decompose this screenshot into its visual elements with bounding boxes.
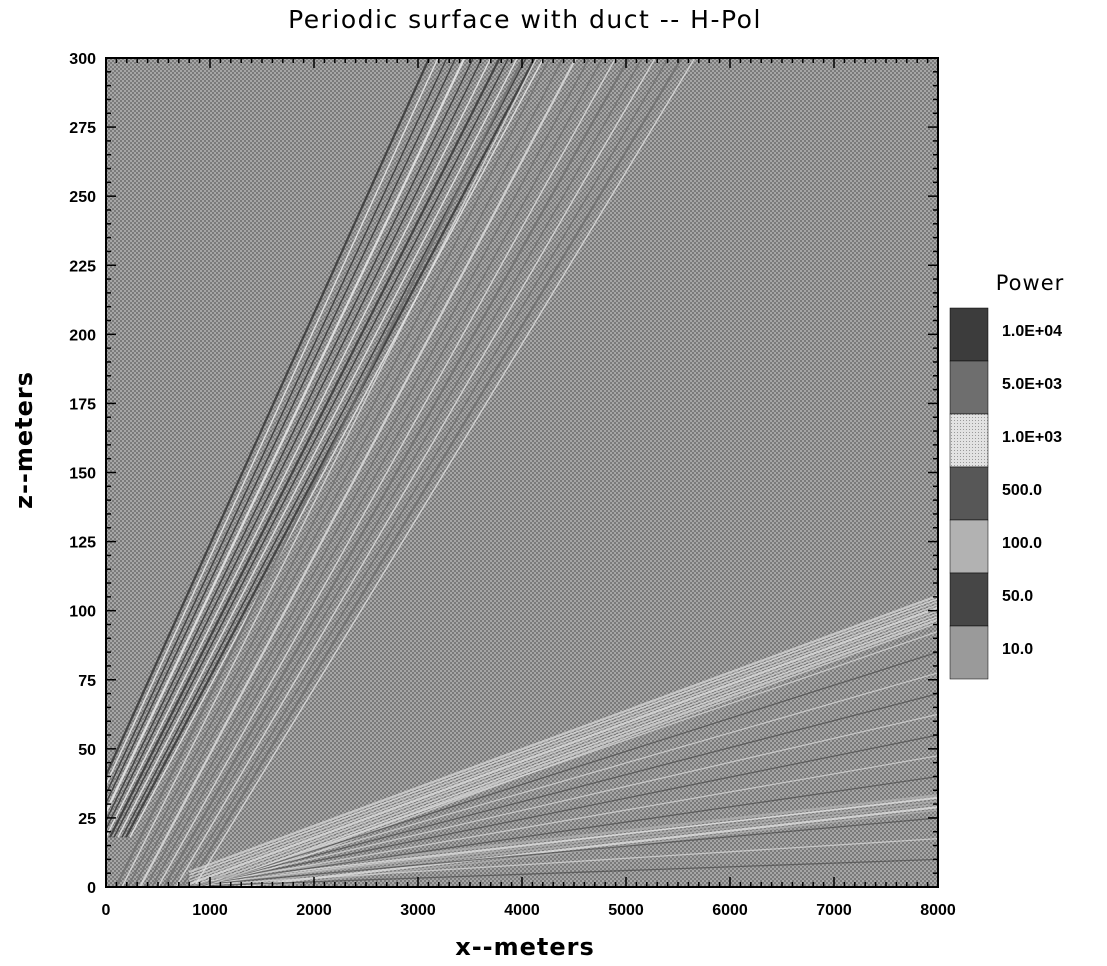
duct-ray — [202, 630, 938, 887]
colorbar-swatch — [949, 572, 989, 627]
direct-ray-band-streak — [129, 58, 545, 838]
colorbar-label: 1.0E+03 — [1002, 429, 1062, 446]
colorbar-swatch — [949, 466, 989, 521]
reflected-ray-band-streak — [187, 58, 683, 887]
duct-ray — [193, 692, 938, 887]
y-tick-label: 125 — [69, 535, 96, 552]
x-axis-title: x--meters — [455, 933, 595, 961]
colorbar-swatch — [949, 413, 989, 468]
y-tick-label: 25 — [78, 811, 96, 828]
duct-ray — [177, 796, 938, 887]
direct-ray-band-streak — [106, 58, 448, 796]
y-tick-label: 200 — [69, 327, 96, 344]
duct-trapped-band-streak — [188, 610, 938, 887]
surface-duct-layer-streak — [209, 800, 938, 885]
colorbar-label: 10.0 — [1002, 641, 1033, 658]
duct-ray — [190, 713, 938, 887]
reflected-ray-band-streak — [127, 58, 551, 887]
surface-duct-layer-streak — [226, 806, 938, 887]
duct-trapped-band-streak — [188, 604, 938, 882]
colorbar-label: 100.0 — [1002, 535, 1042, 552]
x-tick-label: 6000 — [712, 902, 748, 919]
chart-title: Periodic surface with duct -- H-Pol — [288, 5, 762, 34]
y-tick-label: 50 — [78, 742, 96, 759]
duct-trapped-band-streak — [188, 606, 938, 886]
x-tick-label: 1000 — [192, 902, 228, 919]
reflected-ray-band-streak — [175, 58, 656, 887]
reflected-ray-band-streak — [115, 58, 525, 887]
direct-ray-band-streak — [113, 58, 510, 838]
surface-duct-layer-streak — [256, 809, 938, 887]
y-tick-label: 75 — [78, 673, 96, 690]
direct-ray-band-streak — [106, 58, 466, 815]
x-tick-label: 2000 — [296, 902, 332, 919]
colorbar-label: 50.0 — [1002, 588, 1033, 605]
y-axis-ticks: 0 25 50 75 100 125 150 175 200 225 250 275 300 — [69, 51, 938, 897]
direct-ray-band-streak — [109, 58, 501, 838]
reflected-ray-band-streak — [163, 58, 630, 887]
direct-ray-band-streak — [117, 58, 518, 838]
duct-trapped-band-streak — [188, 598, 938, 876]
surface-duct-layer-streak — [209, 794, 938, 880]
duct-ray — [180, 775, 938, 887]
x-tick-label: 5000 — [608, 902, 644, 919]
y-tick-label: 150 — [69, 466, 96, 483]
y-tick-label: 175 — [69, 396, 96, 413]
direct-ray-band-streak — [106, 58, 457, 805]
direct-ray-band-streak — [106, 58, 492, 838]
colorbar-label: 5.0E+03 — [1002, 376, 1062, 393]
y-tick-label: 250 — [69, 189, 96, 206]
y-tick-label: 0 — [87, 880, 96, 897]
reflected-ray-band-streak — [145, 58, 590, 887]
colorbar-swatch — [949, 307, 989, 362]
duct-ray — [183, 755, 938, 887]
reflected-ray-band-streak — [133, 58, 564, 887]
x-tick-label: 3000 — [400, 902, 436, 919]
duct-trapped-band-streak — [188, 601, 938, 879]
direct-ray-band-streak — [125, 58, 536, 838]
duct-trapped-band-streak — [203, 616, 938, 887]
duct-trapped-band-streak — [195, 613, 938, 887]
y-tick-label: 300 — [69, 51, 96, 68]
colorbar-label: 1.0E+04 — [1002, 323, 1062, 340]
reflected-ray-band-streak — [139, 58, 577, 887]
field-bands — [106, 58, 938, 887]
colorbar-swatch — [949, 625, 989, 680]
y-tick-label: 225 — [69, 258, 96, 275]
duct-trapped-band-streak — [188, 594, 938, 874]
colorbar-label: 500.0 — [1002, 482, 1042, 499]
x-tick-label: 7000 — [816, 902, 852, 919]
x-tick-label: 4000 — [504, 902, 540, 919]
colorbar-swatch — [949, 519, 989, 574]
y-tick-label: 100 — [69, 604, 96, 621]
duct-ray — [196, 672, 938, 887]
y-tick-label: 275 — [69, 120, 96, 137]
y-axis-title: z--meters — [10, 371, 38, 509]
duct-ray — [186, 734, 938, 887]
duct-ray — [174, 817, 938, 887]
colorbar: 1.0E+04 5.0E+03 1.0E+03 500.0 100.0 50.0 10.0 — [949, 307, 1062, 680]
direct-ray-band-streak — [106, 58, 439, 787]
x-tick-label: 8000 — [920, 902, 956, 919]
direct-ray-band-streak — [106, 58, 431, 778]
colorbar-swatch — [949, 360, 989, 415]
reflected-ray-band-streak — [193, 58, 696, 887]
reflected-ray-band-streak — [121, 58, 538, 887]
x-axis-ticks: 0 1000 2000 3000 4000 5000 6000 7000 8000 — [102, 58, 956, 919]
reflected-ray-band-streak — [169, 58, 643, 887]
reflected-ray-band-streak — [181, 58, 670, 887]
duct-ray — [168, 858, 938, 887]
reflected-ray-band-streak — [151, 58, 604, 887]
colorbar-title: Power — [996, 271, 1065, 295]
duct-ray — [199, 651, 938, 887]
x-tick-label: 0 — [102, 902, 111, 919]
direct-ray-band-streak — [106, 58, 483, 831]
duct-ray — [171, 837, 938, 887]
direct-ray-band-streak — [106, 58, 474, 823]
reflected-ray-band-streak — [157, 58, 617, 887]
